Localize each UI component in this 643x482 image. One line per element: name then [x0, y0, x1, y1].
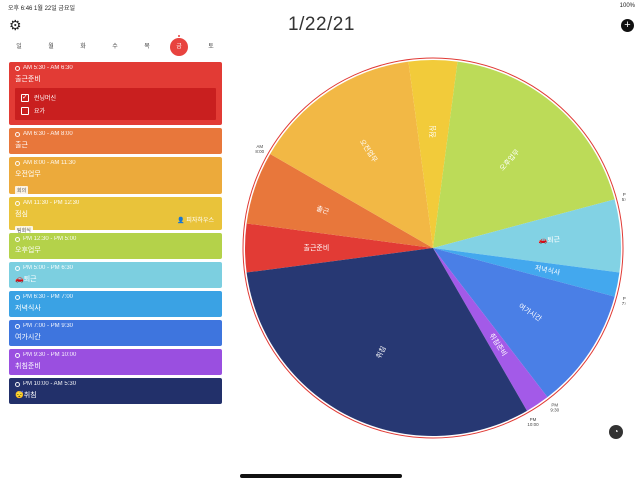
event-time-text: PM 12:30 - PM 5:00: [23, 236, 77, 242]
event-tag: 팀회식: [15, 226, 33, 235]
weekday-4[interactable]: 목: [144, 44, 150, 50]
clock-icon: [15, 265, 20, 271]
event-title: 취침준비: [15, 363, 41, 370]
event-title: 오후업무: [15, 247, 41, 254]
wheel-segment[interactable]: [246, 154, 433, 248]
event-time: PM 5:00 - PM 6:30: [15, 265, 216, 271]
clock-icon: [15, 294, 20, 300]
page-title: 1/22/21: [288, 14, 355, 35]
event-card[interactable]: PM 5:00 - PM 6:30 🚗퇴근: [9, 262, 222, 288]
event-time-text: AM 8:00 - AM 11:30: [23, 160, 76, 166]
weekday-3[interactable]: 수: [112, 44, 118, 50]
checklist-item[interactable]: 요가: [21, 104, 210, 117]
wheel-segment[interactable]: [433, 61, 615, 248]
event-card[interactable]: PM 10:00 - AM 5:30 😴취침: [9, 378, 222, 404]
checklist-item[interactable]: ✓ 런닝머신: [21, 91, 210, 104]
add-event-button[interactable]: +: [621, 19, 634, 32]
weekday-1[interactable]: 월: [48, 44, 54, 50]
event-title: 😴취침: [15, 392, 37, 399]
event-title: 출근준비: [15, 76, 41, 83]
event-time: PM 12:30 - PM 5:00: [15, 236, 216, 242]
event-title: 저녁식사: [15, 305, 41, 312]
clock-icon: [15, 323, 20, 329]
event-card[interactable]: PM 7:00 - PM 9:30 여가시간: [9, 320, 222, 346]
wheel-tick-label: PM7:00: [622, 296, 626, 306]
event-time: AM 6:30 - AM 8:00: [15, 131, 216, 137]
gear-icon[interactable]: ⚙: [9, 17, 22, 33]
weekday-2[interactable]: 화: [80, 44, 86, 50]
event-time-text: PM 10:00 - AM 5:30: [23, 381, 77, 387]
selected-day-dot: [178, 35, 180, 37]
event-time-text: AM 6:30 - AM 8:00: [23, 131, 73, 137]
event-tag: 회의: [15, 186, 29, 195]
clock-icon: [15, 65, 20, 71]
clock-icon: [15, 381, 20, 387]
event-time: PM 7:00 - PM 9:30: [15, 323, 216, 329]
event-title: 오전업무: [15, 171, 41, 178]
event-time-text: PM 5:00 - PM 6:30: [23, 265, 74, 271]
weekday-5[interactable]: 금: [170, 35, 188, 56]
event-card[interactable]: AM 6:30 - AM 8:00 출근: [9, 128, 222, 154]
event-title: 점심: [15, 211, 28, 218]
event-title: 🚗퇴근: [15, 276, 37, 283]
event-title: 여가시간: [15, 334, 41, 341]
event-location: 👤 피자하우스: [177, 218, 214, 224]
clock-icon: [15, 160, 20, 166]
event-title: 출근: [15, 142, 28, 149]
clock-icon: [15, 236, 20, 242]
wheel-tick-label: PM 9:30: [550, 403, 559, 413]
checkbox-icon[interactable]: [21, 106, 29, 115]
checklist-label: 런닝머신: [34, 96, 57, 102]
wheel-segment-label: 점심: [428, 125, 437, 138]
wheel-segment[interactable]: [408, 60, 458, 248]
event-time-text: AM 5:30 - AM 6:30: [23, 65, 73, 71]
weekday-6[interactable]: 토: [208, 44, 214, 50]
clock-icon: [15, 352, 20, 358]
wheel-segment-label: 출근준비: [304, 243, 330, 252]
event-card[interactable]: PM 9:30 - PM 10:00 취침준비: [9, 349, 222, 375]
wheel-segment[interactable]: [270, 61, 433, 248]
wheel-segment[interactable]: [433, 248, 548, 411]
event-time: PM 10:00 - AM 5:30: [15, 381, 216, 387]
home-indicator: [240, 474, 402, 478]
event-time-text: AM 11:30 - PM 12:30: [23, 200, 80, 206]
event-time-text: PM 6:30 - PM 7:00: [23, 294, 74, 300]
event-card[interactable]: PM 12:30 - PM 5:00 오후업무: [9, 233, 222, 259]
status-bar: 오후 6:46 1월 22일 금요일 100%: [0, 0, 643, 12]
wheel-segment[interactable]: [245, 223, 433, 273]
wheel-segment-label: 🚗퇴근: [538, 234, 561, 244]
clock-icon: [15, 200, 20, 206]
wheel-segment[interactable]: [433, 248, 620, 297]
checklist-label: 요가: [34, 109, 46, 115]
clock-icon[interactable]: ◔: [609, 425, 623, 439]
wheel-rim: [242, 57, 624, 439]
event-time-text: PM 9:30 - PM 10:00: [23, 352, 77, 358]
wheel-tick-label: AM 8:00: [255, 144, 264, 154]
status-time: 오후 6:46 1월 22일 금요일: [8, 6, 75, 12]
event-time: AM 8:00 - AM 11:30: [15, 160, 216, 166]
event-card[interactable]: PM 6:30 - PM 7:00 저녁식사: [9, 291, 222, 317]
wheel-segment[interactable]: [433, 199, 621, 273]
wheel-segment[interactable]: [433, 248, 615, 398]
wheel-tick-label: PM5:00: [622, 192, 626, 202]
wheel-segment[interactable]: [246, 248, 527, 436]
wheel-tick-label: PM 10:00: [527, 417, 539, 427]
battery-status: 100%: [619, 3, 635, 9]
checked-checkbox-icon[interactable]: ✓: [21, 93, 29, 102]
event-time: PM 6:30 - PM 7:00: [15, 294, 216, 300]
event-time: AM 5:30 - AM 6:30: [15, 65, 216, 71]
weekday-0[interactable]: 일: [16, 44, 22, 50]
event-time: AM 11:30 - PM 12:30: [15, 200, 216, 206]
event-time: PM 9:30 - PM 10:00: [15, 352, 216, 358]
event-time-text: PM 7:00 - PM 9:30: [23, 323, 74, 329]
clock-icon: [15, 131, 20, 137]
